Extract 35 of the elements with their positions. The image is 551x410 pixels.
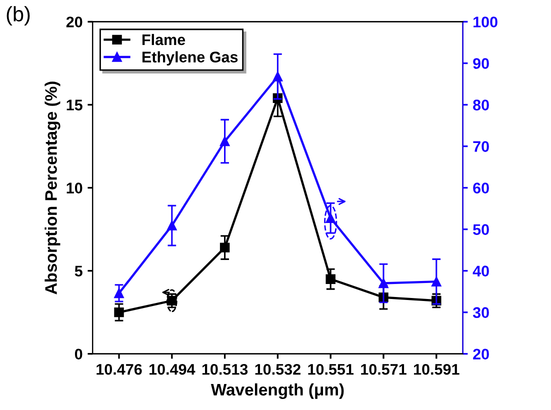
x-tick-label: 10.591 [414, 364, 460, 375]
y2-tick-label: 100 [474, 16, 498, 28]
y-tick-label: 20 [66, 16, 82, 28]
x-tick-label: 10.551 [308, 364, 354, 375]
x-tick-label: 10.532 [255, 364, 300, 375]
y2-tick-label: 20 [473, 348, 489, 360]
point [220, 242, 230, 252]
y2-tick-label: 30 [472, 307, 489, 318]
y2-tick-label: 40 [472, 266, 489, 276]
point [220, 136, 230, 146]
text: (b) [6, 6, 30, 26]
point [432, 276, 442, 286]
y2-tick-label: 50 [473, 224, 489, 235]
point [167, 220, 177, 230]
y-tick-label: 10 [66, 182, 82, 194]
y-tick-label: 15 [66, 100, 82, 110]
point [114, 288, 124, 298]
point [272, 72, 283, 82]
y2-tick-label: 60 [473, 182, 489, 194]
y2-tick-label: 80 [473, 100, 489, 110]
y-axis-title: Absorption Percentage (%) [44, 82, 60, 294]
x-axis-title: Wavelength (μm) [210, 383, 344, 399]
y-tick-label: 5 [74, 266, 82, 276]
y2-tick-label: 90 [473, 58, 489, 69]
x-tick-label: 10.513 [202, 364, 248, 375]
x-tick-label: 10.571 [361, 364, 406, 375]
legend-label: Ethylene Gas [142, 51, 238, 66]
y-tick-label: 0 [74, 348, 82, 360]
legend-label: Flame [142, 34, 186, 46]
y2-tick-label: 70 [473, 141, 489, 152]
x-tick-label: 10.494 [150, 364, 196, 375]
point [326, 274, 336, 284]
point [114, 307, 124, 318]
point [378, 278, 388, 288]
x-tick-label: 10.476 [96, 364, 142, 375]
